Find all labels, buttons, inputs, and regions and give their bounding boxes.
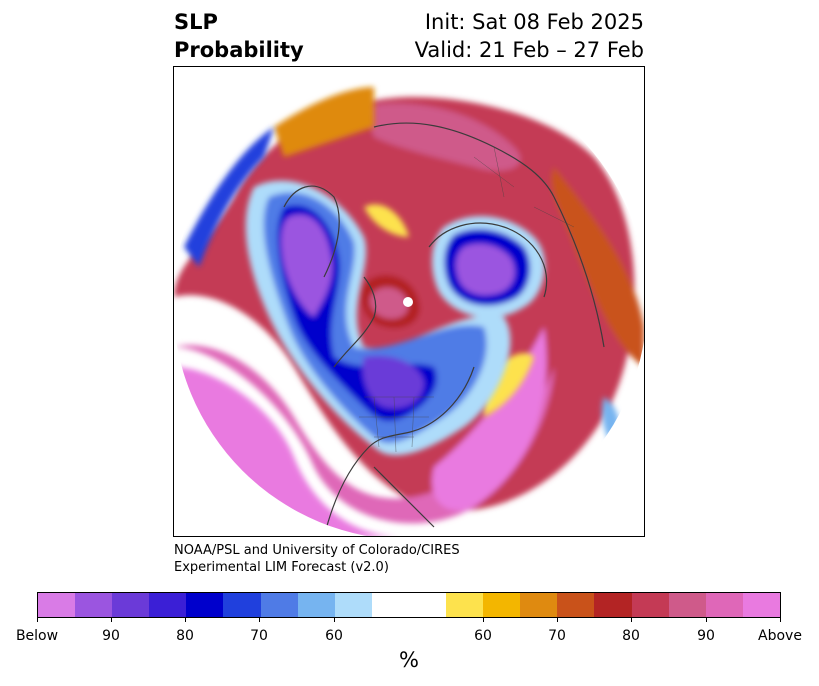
above-pacific-core xyxy=(174,345,554,524)
above-europe xyxy=(364,103,521,171)
title-left: SLP Probability xyxy=(174,8,304,64)
above-russia-orange xyxy=(551,167,644,367)
colorbar-swatch xyxy=(223,593,261,617)
colorbar-tickmark xyxy=(259,617,260,622)
colorbar-tick-label: 60 xyxy=(325,628,343,644)
colorbar-tick-label: 70 xyxy=(250,628,268,644)
colorbar-tickmark xyxy=(185,617,186,622)
colorbar-swatch xyxy=(705,593,743,617)
coastlines xyxy=(283,122,605,536)
colorbar-swatch xyxy=(112,593,150,617)
colorbar-swatch xyxy=(742,593,780,617)
colorbar-swatch xyxy=(334,593,372,617)
colorbar-swatch xyxy=(594,593,632,617)
colorbar-tickmark xyxy=(37,617,38,622)
title-right: Init: Sat 08 Feb 2025 Valid: 21 Feb – 27… xyxy=(415,8,644,64)
colorbar-tickmark xyxy=(334,617,335,622)
below-hudson-max xyxy=(362,355,424,409)
colorbar-tickmark xyxy=(483,617,484,622)
colorbar-swatch xyxy=(260,593,298,617)
credit-line1: NOAA/PSL and University of Colorado/CIRE… xyxy=(174,543,460,558)
colorbar-tick-label: 80 xyxy=(176,628,194,644)
colorbar-swatch xyxy=(149,593,187,617)
colorbar-swatch xyxy=(520,593,558,617)
colorbar-tickmark xyxy=(631,617,632,622)
map-panel xyxy=(173,66,645,537)
colorbar-swatch xyxy=(668,593,706,617)
colorbar-swatch xyxy=(186,593,224,617)
init-date: Init: Sat 08 Feb 2025 xyxy=(424,10,644,34)
colorbar-tick-label: 60 xyxy=(474,628,492,644)
colorbar-tick-label: 80 xyxy=(622,628,640,644)
above-fringe-center xyxy=(364,204,409,237)
colorbar-tickmark xyxy=(706,617,707,622)
credit-line2: Experimental LIM Forecast (v2.0) xyxy=(174,560,389,575)
above-fringe-north xyxy=(274,87,374,157)
below-greenland-max xyxy=(281,214,333,317)
polar-map xyxy=(174,67,644,536)
colorbar-tick-label: 90 xyxy=(102,628,120,644)
valid-range: Valid: 21 Feb – 27 Feb xyxy=(414,38,644,62)
borders xyxy=(359,146,575,453)
colorbar xyxy=(37,592,781,618)
above-arctic-core xyxy=(369,287,409,319)
colorbar-tick-label: 90 xyxy=(697,628,715,644)
colorbar-swatch xyxy=(297,593,335,617)
below-west-arc xyxy=(184,127,274,267)
colorbar-tick-label: Above xyxy=(758,628,802,644)
colorbar-tick-label: Below xyxy=(15,628,59,644)
below-russia-max xyxy=(456,243,515,296)
colorbar-swatch xyxy=(631,593,669,617)
colorbar-swatch xyxy=(371,593,409,617)
colorbar-tick-label: 70 xyxy=(548,628,566,644)
north-pole-marker xyxy=(403,297,413,307)
colorbar-tickmark xyxy=(111,617,112,622)
colorbar-swatch xyxy=(408,593,447,617)
colorbar-tickmark xyxy=(780,617,781,622)
colorbar-tickmark xyxy=(557,617,558,622)
colorbar-swatch xyxy=(483,593,521,617)
title-variable: SLP xyxy=(174,10,218,34)
title-probability: Probability xyxy=(174,38,304,62)
colorbar-swatch xyxy=(446,593,484,617)
colorbar-unit: % xyxy=(399,648,419,672)
colorbar-swatch xyxy=(38,593,76,617)
colorbar-swatch xyxy=(75,593,113,617)
credit: NOAA/PSL and University of Colorado/CIRE… xyxy=(174,542,460,576)
colorbar-swatch xyxy=(557,593,595,617)
